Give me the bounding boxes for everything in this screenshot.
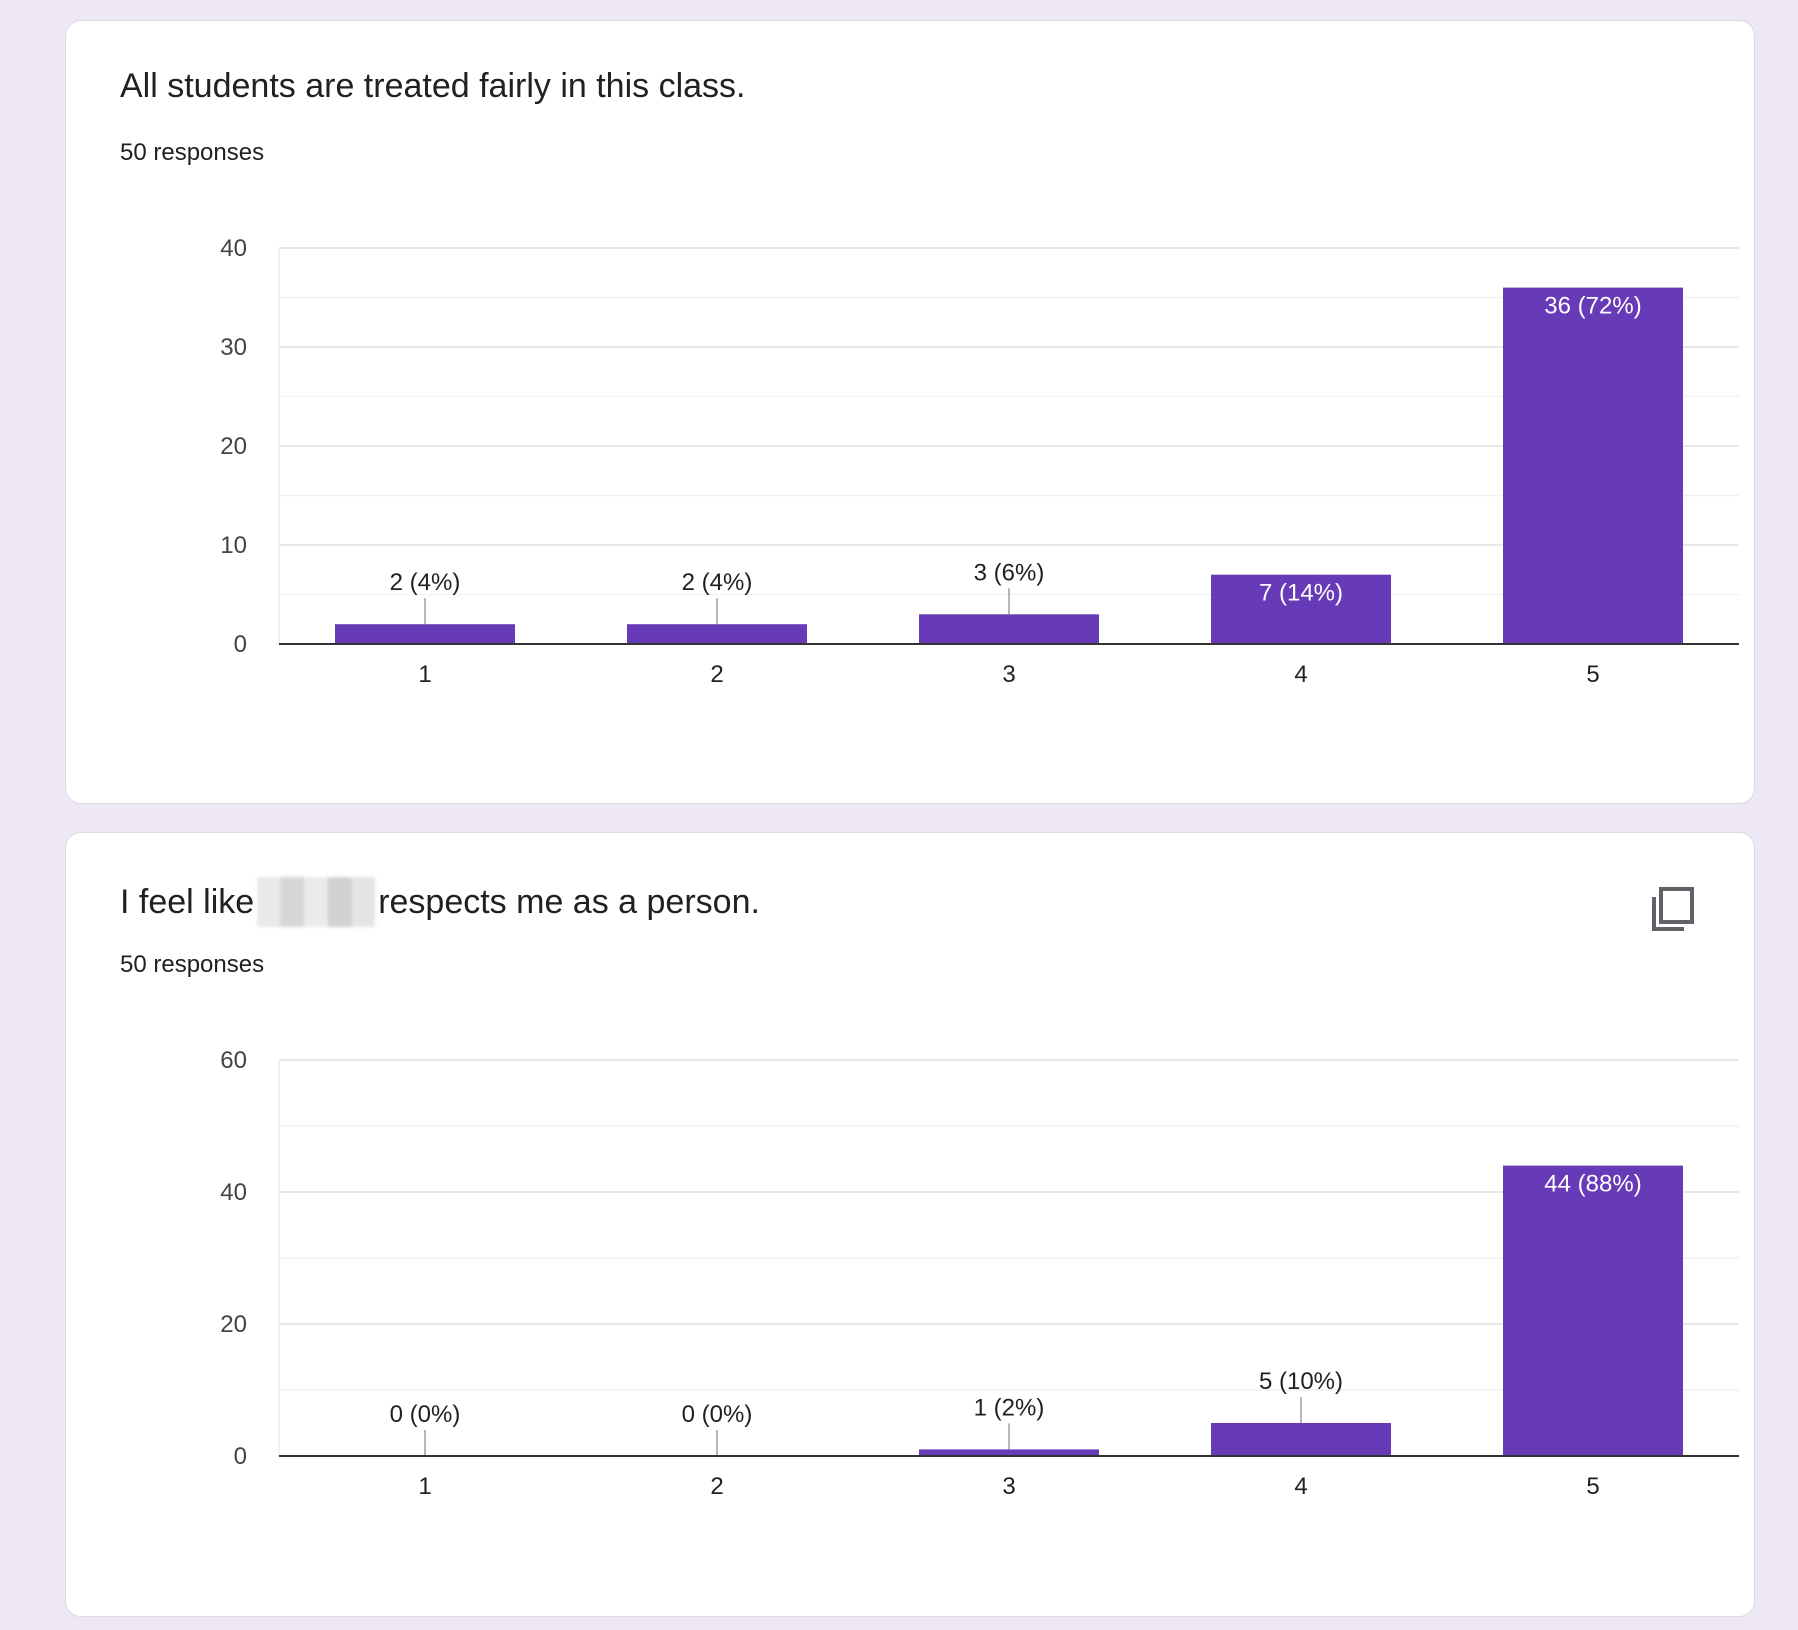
bar-chart-respect: 0 20 40 60 0 (0%) 1 0 (0%) 2 1 (2%) 3 5 (10%) 4 44 (… bbox=[220, 1047, 1739, 1500]
y-tick-label: 20 bbox=[220, 1311, 247, 1338]
x-tick-label: 1 bbox=[418, 661, 431, 688]
x-tick-label: 2 bbox=[710, 1473, 723, 1500]
copy-icon bbox=[1652, 887, 1694, 931]
data-label: 5 (10%) bbox=[1259, 1368, 1343, 1395]
x-tick-label: 2 bbox=[710, 661, 723, 688]
redacted-name bbox=[257, 877, 376, 927]
question-title-end: respects me as a person. bbox=[378, 882, 760, 921]
x-tick-label: 5 bbox=[1586, 1473, 1599, 1500]
y-tick-label: 0 bbox=[234, 631, 247, 658]
bar-chart-fairness: 0 10 20 30 40 2 (4%) 1 2 (4%) 2 3 (6%) 3 7 (14%) 4 36… bbox=[220, 235, 1739, 688]
y-tick-label: 60 bbox=[220, 1047, 247, 1074]
y-tick-label: 40 bbox=[220, 235, 247, 262]
x-tick-label: 3 bbox=[1002, 1473, 1015, 1500]
bar-3 bbox=[919, 614, 1099, 644]
data-label: 36 (72%) bbox=[1544, 293, 1641, 320]
bar-5 bbox=[1503, 1165, 1683, 1456]
data-label: 1 (2%) bbox=[974, 1394, 1045, 1421]
x-tick-label: 5 bbox=[1586, 661, 1599, 688]
y-tick-label: 30 bbox=[220, 334, 247, 361]
question-card-respect: I feel like respects me as a person. 50 r… bbox=[65, 832, 1755, 1617]
data-label: 2 (4%) bbox=[390, 569, 461, 596]
response-count: 50 responses bbox=[120, 951, 265, 978]
data-label: 0 (0%) bbox=[390, 1401, 461, 1428]
x-tick-label: 3 bbox=[1002, 661, 1015, 688]
y-tick-label: 0 bbox=[234, 1443, 247, 1470]
bar-5 bbox=[1503, 287, 1683, 644]
copy-chart-button[interactable] bbox=[1646, 883, 1698, 935]
y-tick-label: 20 bbox=[220, 433, 247, 460]
data-label: 0 (0%) bbox=[682, 1401, 753, 1428]
question-title-start: I feel like bbox=[120, 882, 255, 921]
question-title: All students are treated fairly in this … bbox=[120, 67, 746, 105]
bar-4 bbox=[1211, 1423, 1391, 1456]
data-label: 2 (4%) bbox=[682, 569, 753, 596]
data-label: 44 (88%) bbox=[1544, 1171, 1641, 1198]
bar-1 bbox=[335, 624, 515, 644]
x-tick-label: 1 bbox=[418, 1473, 431, 1500]
response-count: 50 responses bbox=[120, 139, 265, 166]
bar-4 bbox=[1211, 574, 1391, 644]
y-tick-label: 40 bbox=[220, 1179, 247, 1206]
x-tick-label: 4 bbox=[1294, 1473, 1307, 1500]
question-title: I feel like respects me as a person. bbox=[120, 877, 760, 929]
y-tick-label: 10 bbox=[220, 532, 247, 559]
data-label: 3 (6%) bbox=[974, 559, 1045, 586]
question-card-fairness: All students are treated fairly in this … bbox=[65, 20, 1755, 804]
data-label: 7 (14%) bbox=[1259, 580, 1343, 607]
bar-2 bbox=[627, 624, 807, 644]
x-tick-label: 4 bbox=[1294, 661, 1307, 688]
bar-3 bbox=[919, 1449, 1099, 1456]
